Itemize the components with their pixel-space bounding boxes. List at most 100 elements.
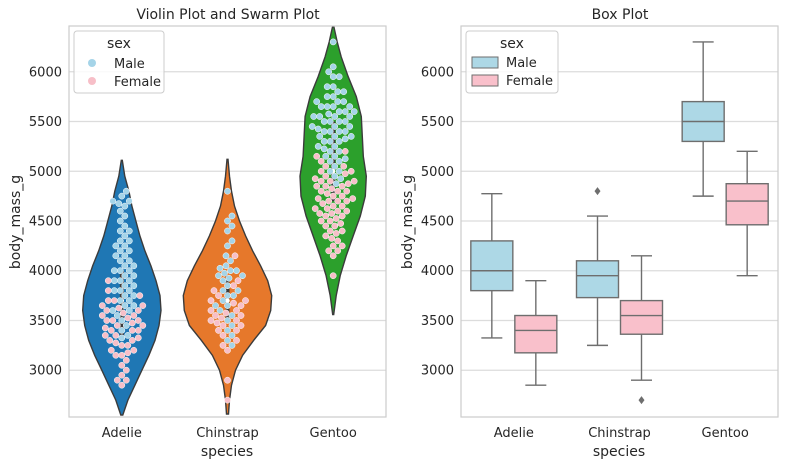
swarm-point-gentoo-male (329, 103, 337, 110)
swarm-point-chinstrap-male (216, 307, 224, 314)
legend-label-male: Male (506, 56, 537, 71)
box-body (470, 240, 514, 292)
swarm-point-gentoo-male (329, 38, 337, 46)
swarm-point-chinstrap-male (215, 272, 222, 280)
swarm-point-gentoo-male (335, 167, 343, 175)
swarm-point-gentoo-male (341, 135, 349, 143)
y-tick-label: 4000 (421, 264, 454, 279)
swarm-point-adelie-male (125, 267, 133, 275)
swarm-point-adelie-male (113, 312, 121, 319)
swarm-point-gentoo-female (334, 197, 342, 205)
swarm-point-gentoo-female (326, 227, 334, 235)
swarm-point-adelie-male (125, 227, 133, 235)
swarm-point-gentoo-male (341, 128, 349, 135)
swarm-point-gentoo-male (331, 113, 339, 120)
swarm-point-gentoo-female (322, 222, 330, 230)
swarm-point-gentoo-female (329, 202, 337, 210)
y-tick-labels: 3000 3500 4000 4500 5000 5500 6000 (29, 65, 62, 378)
swarm-point-adelie-male (121, 232, 129, 240)
swarm-point-adelie-male (112, 242, 120, 250)
swarm-point-gentoo-male (320, 138, 328, 145)
swarm-point-gentoo-male (331, 143, 339, 150)
swarm-point-chinstrap-female (207, 317, 215, 324)
swarm-point-chinstrap-female (230, 282, 237, 290)
swarm-point-adelie-female (119, 309, 127, 317)
box-chinstrap-female (619, 255, 664, 405)
swarm-point-adelie-male (118, 327, 126, 334)
legend-title: sex (107, 36, 131, 52)
swarm-point-gentoo-female (329, 272, 337, 280)
swarm-point-adelie-male (122, 187, 130, 195)
swarm-point-gentoo-female (332, 215, 340, 222)
swarm-point-gentoo-male (313, 98, 321, 105)
swarm-point-gentoo-male (335, 73, 343, 81)
swarm-point-gentoo-male (325, 110, 333, 118)
swarm-point-adelie-male (121, 262, 129, 270)
swarm-point-gentoo-female (314, 195, 322, 202)
swarm-point-adelie-male (130, 262, 138, 270)
swarm-point-adelie-male (124, 332, 132, 339)
swarm-point-gentoo-male (323, 83, 331, 91)
axes-frame (68, 25, 387, 418)
swarm-point-gentoo-male (335, 128, 343, 135)
swarm-point-chinstrap-male (228, 212, 236, 220)
swarm-point-gentoo-male (347, 133, 355, 140)
swarm-point-adelie-female (101, 332, 109, 339)
swarm-point-adelie-female (118, 361, 126, 369)
swarm-point-adelie-female (106, 337, 114, 344)
swarm-point-gentoo-female (325, 197, 333, 205)
swarm-point-chinstrap-female (231, 252, 239, 260)
swarm-point-gentoo-male (323, 103, 331, 110)
y-tick-label: 4500 (421, 215, 454, 230)
swarm-point-gentoo-female (323, 190, 331, 197)
swarm-point-gentoo-female (322, 212, 330, 220)
swarm-point-gentoo-male (329, 83, 337, 91)
swarm-point-adelie-male (125, 307, 133, 314)
swarm-point-chinstrap-male (224, 327, 231, 334)
swarm-point-gentoo-male (332, 180, 340, 188)
swarm-point-adelie-female (124, 342, 132, 349)
legend-label-female: Female (506, 74, 553, 89)
swarm-point-chinstrap-female (218, 314, 225, 322)
swarm-point-adelie-male (116, 247, 124, 255)
swarm-point-adelie-male (125, 247, 133, 255)
swarm-point-gentoo-male (326, 138, 334, 145)
swarm-point-chinstrap-male (227, 267, 234, 275)
swarm-point-gentoo-male (341, 155, 349, 163)
swarm-point-chinstrap-male (216, 264, 224, 272)
swarm-point-adelie-female (134, 317, 142, 324)
swarm-point-adelie-female (112, 332, 120, 339)
y-tick-label: 4000 (29, 264, 62, 279)
swarm-point-gentoo-male (340, 98, 348, 105)
box-adelie-male (470, 192, 514, 339)
box-gentoo-female (725, 150, 769, 277)
swarm-point-adelie-male (121, 302, 129, 309)
swarm-point-chinstrap-male (228, 322, 236, 329)
swarm-point-adelie-female (118, 351, 126, 359)
swarm-point-adelie-female (124, 314, 132, 322)
swarm-point-adelie-male (130, 302, 138, 309)
swarm-point-gentoo-male (335, 138, 343, 145)
swarm-point-gentoo-male (323, 93, 331, 100)
swarm-point-gentoo-female (334, 237, 342, 245)
legend-title: sex (500, 36, 524, 52)
swarm-point-chinstrap-male (222, 262, 230, 270)
swarm-point-adelie-female (136, 292, 144, 299)
swarm-point-gentoo-female (334, 187, 342, 195)
swarm-point-gentoo-male (329, 73, 337, 81)
swarm-point-chinstrap-male (224, 227, 231, 235)
swarm-point-gentoo-male (335, 148, 343, 155)
swarm-point-chinstrap-male (219, 277, 227, 285)
swarm-point-chinstrap-male (234, 287, 242, 294)
swarm-point-gentoo-female (341, 148, 349, 155)
swarm-point-chinstrap-female (219, 342, 227, 349)
swarm-point-chinstrap-female (210, 287, 218, 294)
swarm-point-chinstrap-male (224, 317, 231, 324)
swarm-point-gentoo-male (335, 118, 343, 125)
swarm-point-chinstrap-female (207, 297, 215, 304)
plot-area (81, 26, 368, 416)
swarm-point-gentoo-female (338, 212, 346, 220)
swarm-point-gentoo-male (335, 157, 343, 165)
swarm-point-chinstrap-female (219, 322, 227, 329)
swarm-point-gentoo-female (311, 205, 319, 212)
